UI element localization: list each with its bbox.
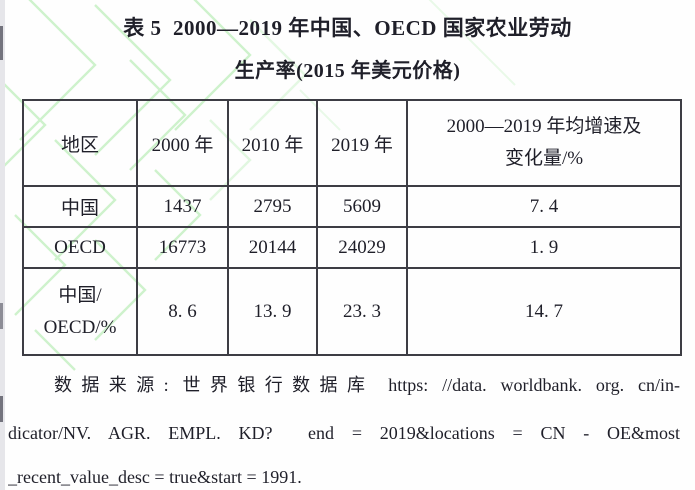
table-caption-line1: 表 5 2000—2019 年中国、OECD 国家农业劳动 (123, 16, 572, 40)
cell-growth: 1. 9 (406, 226, 682, 269)
cell-growth: 14. 7 (406, 267, 682, 356)
table-caption-line2: 生产率(2015 年美元价格) (234, 60, 461, 82)
scan-edge-mark (0, 26, 3, 60)
productivity-table: 地区 2000 年 2010 年 2019 年 2000—2019 年均增速及 … (22, 99, 682, 356)
cell-2000: 8. 6 (136, 267, 229, 356)
cell-growth: 7. 4 (406, 185, 682, 228)
table-header-row: 地区 2000 年 2010 年 2019 年 2000—2019 年均增速及 … (22, 99, 682, 187)
col-header-2000: 2000 年 (136, 99, 229, 187)
col-header-2019: 2019 年 (316, 99, 408, 187)
cell-2019: 24029 (316, 226, 408, 269)
table-row-china-oecd-ratio: 中国/ OECD/% 8. 6 13. 9 23. 3 14. 7 (22, 267, 682, 356)
cell-region: 中国/ OECD/% (22, 267, 138, 356)
cell-2010: 2795 (227, 185, 318, 228)
cell-region: OECD (22, 226, 138, 269)
cell-2000: 1437 (136, 185, 229, 228)
scan-edge-mark (0, 303, 3, 329)
data-source-line1: 数据来源: 世界银行数据库 https: //data. worldbank. … (54, 375, 680, 395)
cell-region-line1: 中国/ (58, 284, 102, 306)
table-caption: 表 5 2000—2019 年中国、OECD 国家农业劳动 生产率(2015 年… (0, 15, 695, 84)
cell-2019: 5609 (316, 185, 408, 228)
cell-2000: 16773 (136, 226, 229, 269)
cell-region-line2: OECD/% (43, 316, 117, 338)
col-header-region: 地区 (22, 99, 138, 187)
data-source-line3: _recent_value_desc = true&start = 1991. (8, 467, 302, 487)
col-header-growth-line2: 变化量/% (504, 148, 584, 169)
data-source-note: 数据来源: 世界银行数据库 https: //data. worldbank. … (8, 374, 680, 489)
table-row-oecd: OECD 16773 20144 24029 1. 9 (22, 226, 682, 269)
cell-2010: 13. 9 (227, 267, 318, 356)
cell-region: 中国 (22, 185, 138, 228)
scan-edge-mark (0, 396, 3, 422)
col-header-growth: 2000—2019 年均增速及 变化量/% (406, 99, 682, 187)
col-header-growth-line1: 2000—2019 年均增速及 (446, 116, 642, 137)
col-header-2010: 2010 年 (227, 99, 318, 187)
cell-2019: 23. 3 (316, 267, 408, 356)
data-source-line2: dicator/NV. AGR. EMPL. KD? end = 2019&lo… (8, 423, 680, 443)
scan-edge-band (0, 0, 5, 490)
cell-2010: 20144 (227, 226, 318, 269)
table-row-china: 中国 1437 2795 5609 7. 4 (22, 185, 682, 228)
